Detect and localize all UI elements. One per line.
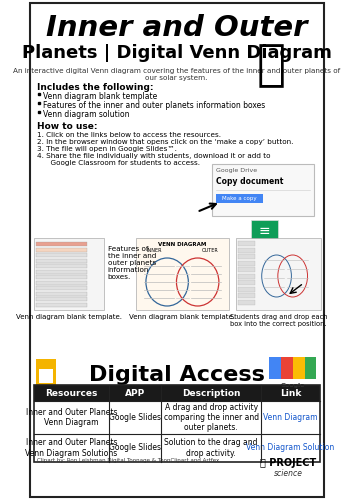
Bar bbox=[238, 286, 255, 292]
Bar bbox=[238, 241, 255, 246]
Text: ≡: ≡ bbox=[259, 224, 270, 238]
Text: 2. In the browser window that opens click on the ‘make a copy’ button.: 2. In the browser window that opens clic… bbox=[37, 139, 294, 145]
Bar bbox=[238, 274, 255, 278]
Text: Google Slides: Google Slides bbox=[109, 413, 161, 422]
Text: Students drag and drop each
box into the correct position.: Students drag and drop each box into the… bbox=[229, 314, 327, 327]
Bar bbox=[39, 363, 53, 369]
Text: Google: Google bbox=[281, 383, 305, 388]
Bar bbox=[36, 242, 86, 246]
Bar bbox=[39, 363, 53, 383]
Text: 1. Click on the links below to access the resources.: 1. Click on the links below to access th… bbox=[37, 132, 221, 138]
Text: APP: APP bbox=[125, 388, 145, 398]
Text: Solution to the drag and
drop activity.: Solution to the drag and drop activity. bbox=[164, 438, 258, 458]
Bar bbox=[36, 264, 86, 268]
Bar bbox=[36, 275, 86, 279]
Text: Link: Link bbox=[280, 388, 301, 398]
Text: A drag and drop activity
comparing the inner and
outer planets.: A drag and drop activity comparing the i… bbox=[164, 402, 259, 432]
Text: 🔬 PROJECT: 🔬 PROJECT bbox=[260, 458, 317, 468]
Bar bbox=[36, 258, 86, 262]
Text: Inner and Outer Planets
Venn Diagram: Inner and Outer Planets Venn Diagram bbox=[25, 408, 117, 427]
Bar bbox=[36, 253, 86, 257]
Bar bbox=[212, 164, 314, 216]
Bar bbox=[36, 280, 86, 284]
Bar bbox=[236, 238, 321, 310]
Text: How to use:: How to use: bbox=[37, 122, 98, 131]
Bar bbox=[238, 300, 255, 304]
Text: Venn Diagram: Venn Diagram bbox=[263, 413, 318, 422]
Text: Features of the inner and outer planets information boxes: Features of the inner and outer planets … bbox=[43, 101, 265, 110]
Bar bbox=[238, 267, 255, 272]
Bar bbox=[269, 357, 281, 379]
Bar bbox=[238, 280, 255, 285]
Bar bbox=[34, 385, 320, 401]
Text: Clipart by: Ron Leishman Digital Toonage & ToonClipart and Artfex: Clipart by: Ron Leishman Digital Toonage… bbox=[37, 458, 220, 463]
Text: Venn diagram solution: Venn diagram solution bbox=[43, 110, 130, 119]
Text: An interactive digital Venn diagram covering the features of the inner and outer: An interactive digital Venn diagram cove… bbox=[13, 68, 340, 81]
Text: science: science bbox=[274, 469, 303, 478]
Text: Digital Access: Digital Access bbox=[89, 365, 264, 385]
Bar bbox=[238, 260, 255, 266]
Text: INNER: INNER bbox=[146, 248, 162, 254]
Bar bbox=[281, 357, 293, 379]
Bar bbox=[34, 434, 320, 462]
Text: 3. The file will open in Google Slides™.: 3. The file will open in Google Slides™. bbox=[37, 146, 177, 152]
Bar bbox=[293, 357, 305, 379]
Text: Make a copy: Make a copy bbox=[222, 196, 257, 201]
Bar bbox=[238, 254, 255, 259]
Text: Planets | Digital Venn Diagram: Planets | Digital Venn Diagram bbox=[22, 44, 331, 62]
Text: Inner and Outer Planets
Venn Diagram Solutions: Inner and Outer Planets Venn Diagram Sol… bbox=[25, 438, 118, 458]
Text: Copy document: Copy document bbox=[216, 177, 284, 186]
Text: Features of
the inner and
outer planets
information
boxes.: Features of the inner and outer planets … bbox=[108, 246, 156, 280]
Text: Google Slides: Google Slides bbox=[109, 444, 161, 452]
Bar bbox=[36, 292, 86, 296]
Text: Venn diagram blank template: Venn diagram blank template bbox=[43, 92, 157, 101]
Bar bbox=[34, 238, 103, 310]
Text: OUTER: OUTER bbox=[202, 248, 219, 254]
Bar bbox=[216, 194, 263, 203]
Text: VENN DIAGRAM: VENN DIAGRAM bbox=[158, 242, 207, 246]
Bar bbox=[251, 220, 278, 242]
Bar bbox=[36, 302, 86, 306]
Bar bbox=[305, 357, 316, 379]
Bar bbox=[36, 286, 86, 290]
Text: Includes the following:: Includes the following: bbox=[37, 83, 154, 92]
Text: 4. Share the file individually with students, download it or add to
      Google: 4. Share the file individually with stud… bbox=[37, 153, 271, 166]
Text: Venn diagram blank template.: Venn diagram blank template. bbox=[130, 314, 235, 320]
Bar bbox=[136, 238, 229, 310]
Bar bbox=[238, 248, 255, 252]
Text: 🤖: 🤖 bbox=[257, 41, 286, 89]
Bar bbox=[36, 248, 86, 252]
Text: Inner and Outer: Inner and Outer bbox=[46, 14, 307, 42]
Bar bbox=[34, 401, 320, 434]
Text: Google Drive: Google Drive bbox=[216, 168, 257, 173]
Text: docs: docs bbox=[286, 389, 299, 394]
Bar bbox=[36, 297, 86, 301]
Text: Description: Description bbox=[182, 388, 240, 398]
Bar bbox=[36, 270, 86, 274]
Text: Venn Diagram Solution: Venn Diagram Solution bbox=[246, 444, 335, 452]
Bar bbox=[36, 359, 56, 387]
Text: Venn diagram blank template.: Venn diagram blank template. bbox=[16, 314, 122, 320]
Bar bbox=[238, 293, 255, 298]
Text: Resources: Resources bbox=[45, 388, 97, 398]
